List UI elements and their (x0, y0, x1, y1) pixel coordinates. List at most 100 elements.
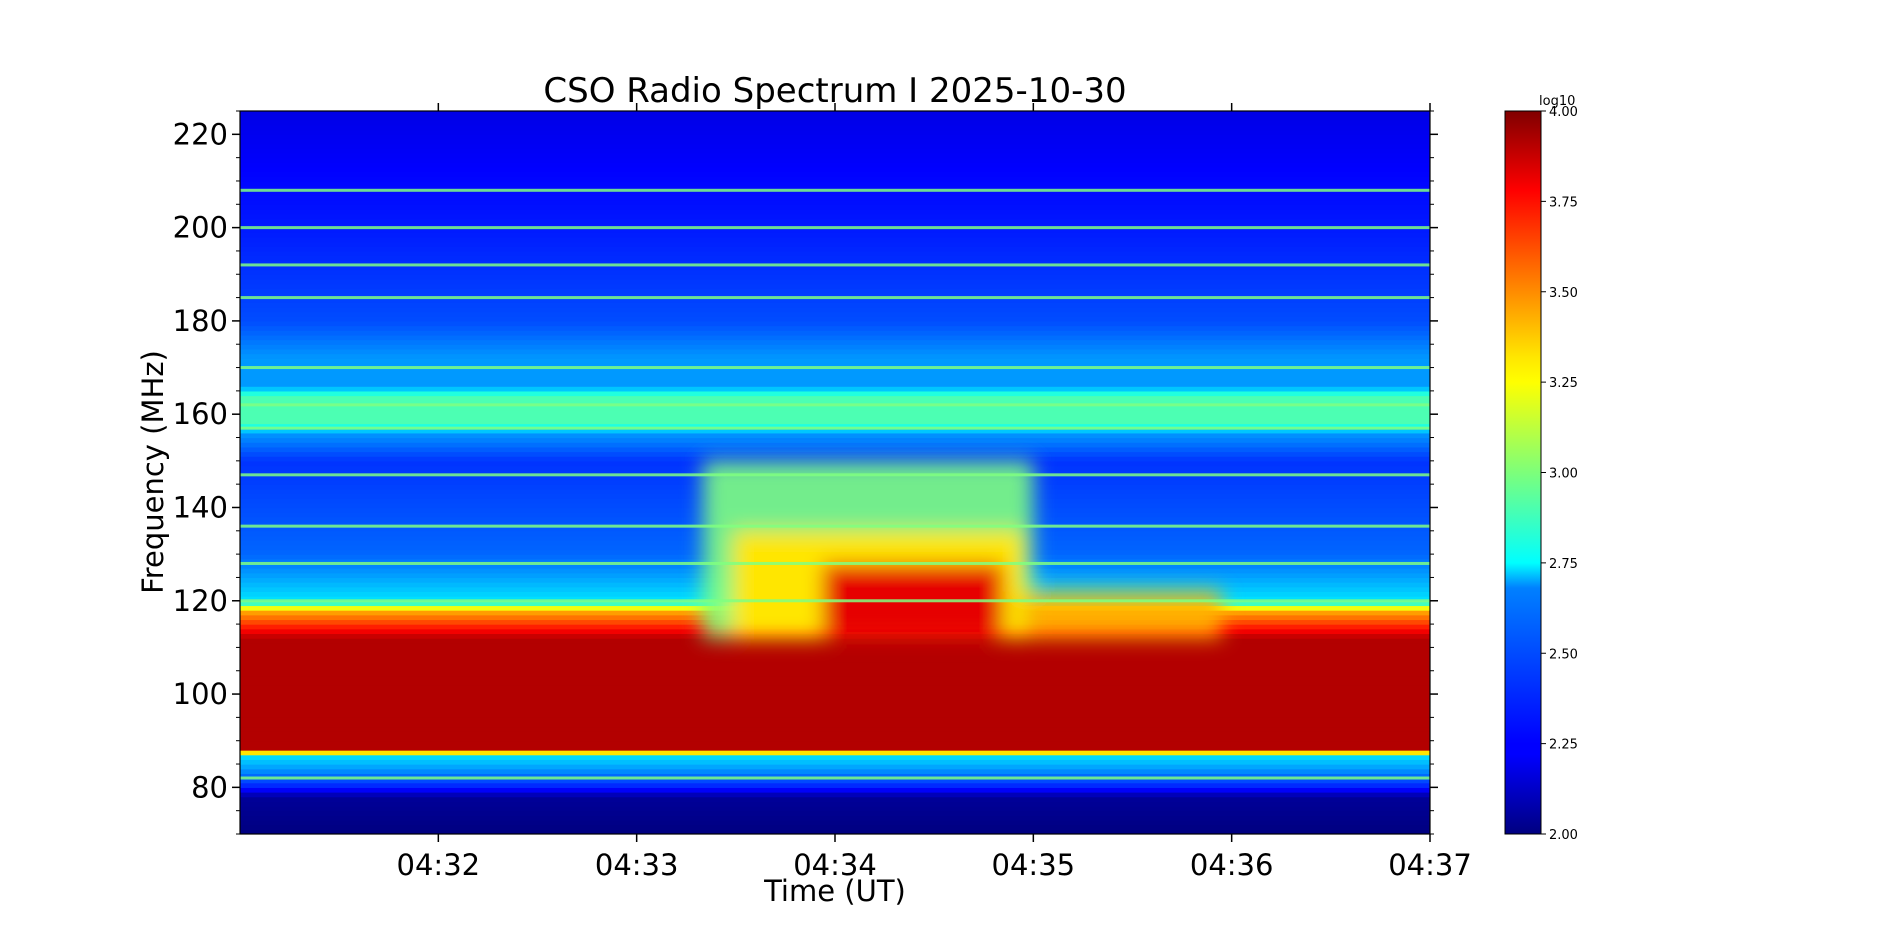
x-tick-label: 04:34 (793, 848, 877, 882)
plot-axes: 04:32 04:33 04:34 04:35 04:36 04:37 80 100 120 14… (173, 103, 1472, 882)
x-tick-label: 04:37 (1388, 848, 1472, 882)
spectrum-row (240, 810, 1430, 816)
spectrum-row (240, 390, 1430, 397)
spectrum-row (240, 754, 1430, 760)
spectrum-row (240, 409, 1430, 415)
colorbar-label: log10 (1539, 94, 1575, 109)
colorbar-tick-label: 2.00 (1549, 828, 1578, 843)
spectrum-row (240, 302, 1430, 308)
spectrum-row (240, 255, 1430, 261)
spectrum-row (240, 414, 1430, 420)
colorbar-tick-label: 2.50 (1549, 647, 1578, 662)
rfi-line (240, 561, 1430, 565)
spectrum-row (240, 400, 1430, 406)
spectrum-row (240, 404, 1430, 411)
spectrum-row (240, 824, 1430, 830)
spectrogram-heatmap (240, 111, 1430, 834)
spectrum-row (240, 787, 1430, 793)
y-tick-label: 100 (173, 677, 228, 711)
spectrum-row (240, 745, 1430, 751)
rfi-line (240, 296, 1430, 300)
colorbar-tick-label: 3.00 (1549, 467, 1578, 482)
spectrum-row (240, 269, 1430, 275)
spectrum-row (240, 166, 1430, 173)
rfi-line (240, 426, 1430, 430)
spectrum-row (240, 213, 1430, 219)
x-tick-label: 04:32 (397, 848, 481, 882)
y-tick-label: 180 (173, 304, 228, 338)
spectrum-row (240, 124, 1430, 131)
spectrum-row (240, 666, 1430, 672)
spectrum-row (240, 829, 1430, 834)
spectrum-row (240, 115, 1430, 121)
spectrum-row (240, 330, 1430, 336)
spectrum-row (240, 190, 1430, 196)
spectrum-row (240, 778, 1430, 784)
spectrum-row (240, 638, 1430, 644)
spectrum-row (240, 694, 1430, 700)
spectrum-row (240, 442, 1430, 448)
spectrum-row (240, 815, 1430, 821)
spectrum-row (240, 712, 1430, 718)
colorbar (1504, 110, 1542, 835)
spectrum-row (240, 260, 1430, 266)
rfi-line (240, 524, 1430, 528)
spectrum-row (240, 806, 1430, 812)
spectrum-row (240, 185, 1430, 191)
spectrum-row (240, 334, 1430, 341)
spectrum-row (240, 129, 1430, 135)
colorbar-ticks: 2.00 2.25 2.50 2.75 3.00 3.25 3.50 3.75 4.00 (1541, 105, 1578, 843)
spectrum-row (240, 395, 1430, 401)
rfi-line (240, 473, 1430, 477)
spectrum-row (240, 218, 1430, 224)
x-axis-label: Time (UT) (763, 874, 906, 908)
spectrum-row (240, 306, 1430, 313)
spectrum-row (240, 264, 1430, 271)
spectrum-row (240, 120, 1430, 126)
spectrum-row (240, 227, 1430, 233)
spectrum-row (240, 152, 1430, 159)
spectrum-row (240, 358, 1430, 364)
spectrum-row (240, 437, 1430, 443)
spectrum-row (240, 428, 1430, 434)
spectrum-row (240, 773, 1430, 779)
spectrum-row (240, 418, 1430, 425)
spectrum-row (240, 689, 1430, 695)
spectrum-row (240, 432, 1430, 439)
spectrum-row (240, 344, 1430, 350)
spectrum-row (240, 670, 1430, 677)
spectrum-row (240, 138, 1430, 145)
spectrum-row (240, 157, 1430, 163)
spectrum-row (240, 236, 1430, 243)
spectrum-row (240, 250, 1430, 257)
spectrum-row (240, 194, 1430, 201)
colorbar-tick-label: 2.25 (1549, 738, 1578, 753)
spectrum-row (240, 820, 1430, 826)
spectrum-row (240, 241, 1430, 247)
rfi-line (240, 776, 1430, 780)
spectrum-row (240, 278, 1430, 285)
spectrum-row (240, 288, 1430, 294)
spectrum-row (240, 311, 1430, 317)
spectrum-row (240, 656, 1430, 663)
rfi-line (240, 403, 1430, 407)
y-tick-label: 140 (173, 490, 228, 524)
spectrum-row (240, 381, 1430, 387)
spectrum-row (240, 208, 1430, 215)
x-tick-label: 04:35 (992, 848, 1076, 882)
spectrum-row (240, 222, 1430, 229)
colorbar-tick-label: 3.50 (1549, 286, 1578, 301)
spectrum-row (240, 661, 1430, 667)
spectrum-row (240, 320, 1430, 327)
spectrum-row (240, 386, 1430, 392)
spectrum-row (240, 726, 1430, 732)
spectrum-row (240, 204, 1430, 210)
rfi-line (240, 263, 1430, 267)
spectrum-row (240, 111, 1430, 117)
spectrum-row (240, 232, 1430, 238)
spectrum-row (240, 292, 1430, 299)
colorbar-tick-label: 2.75 (1549, 557, 1578, 572)
y-tick-label: 120 (173, 584, 228, 618)
spectrum-row (240, 274, 1430, 280)
